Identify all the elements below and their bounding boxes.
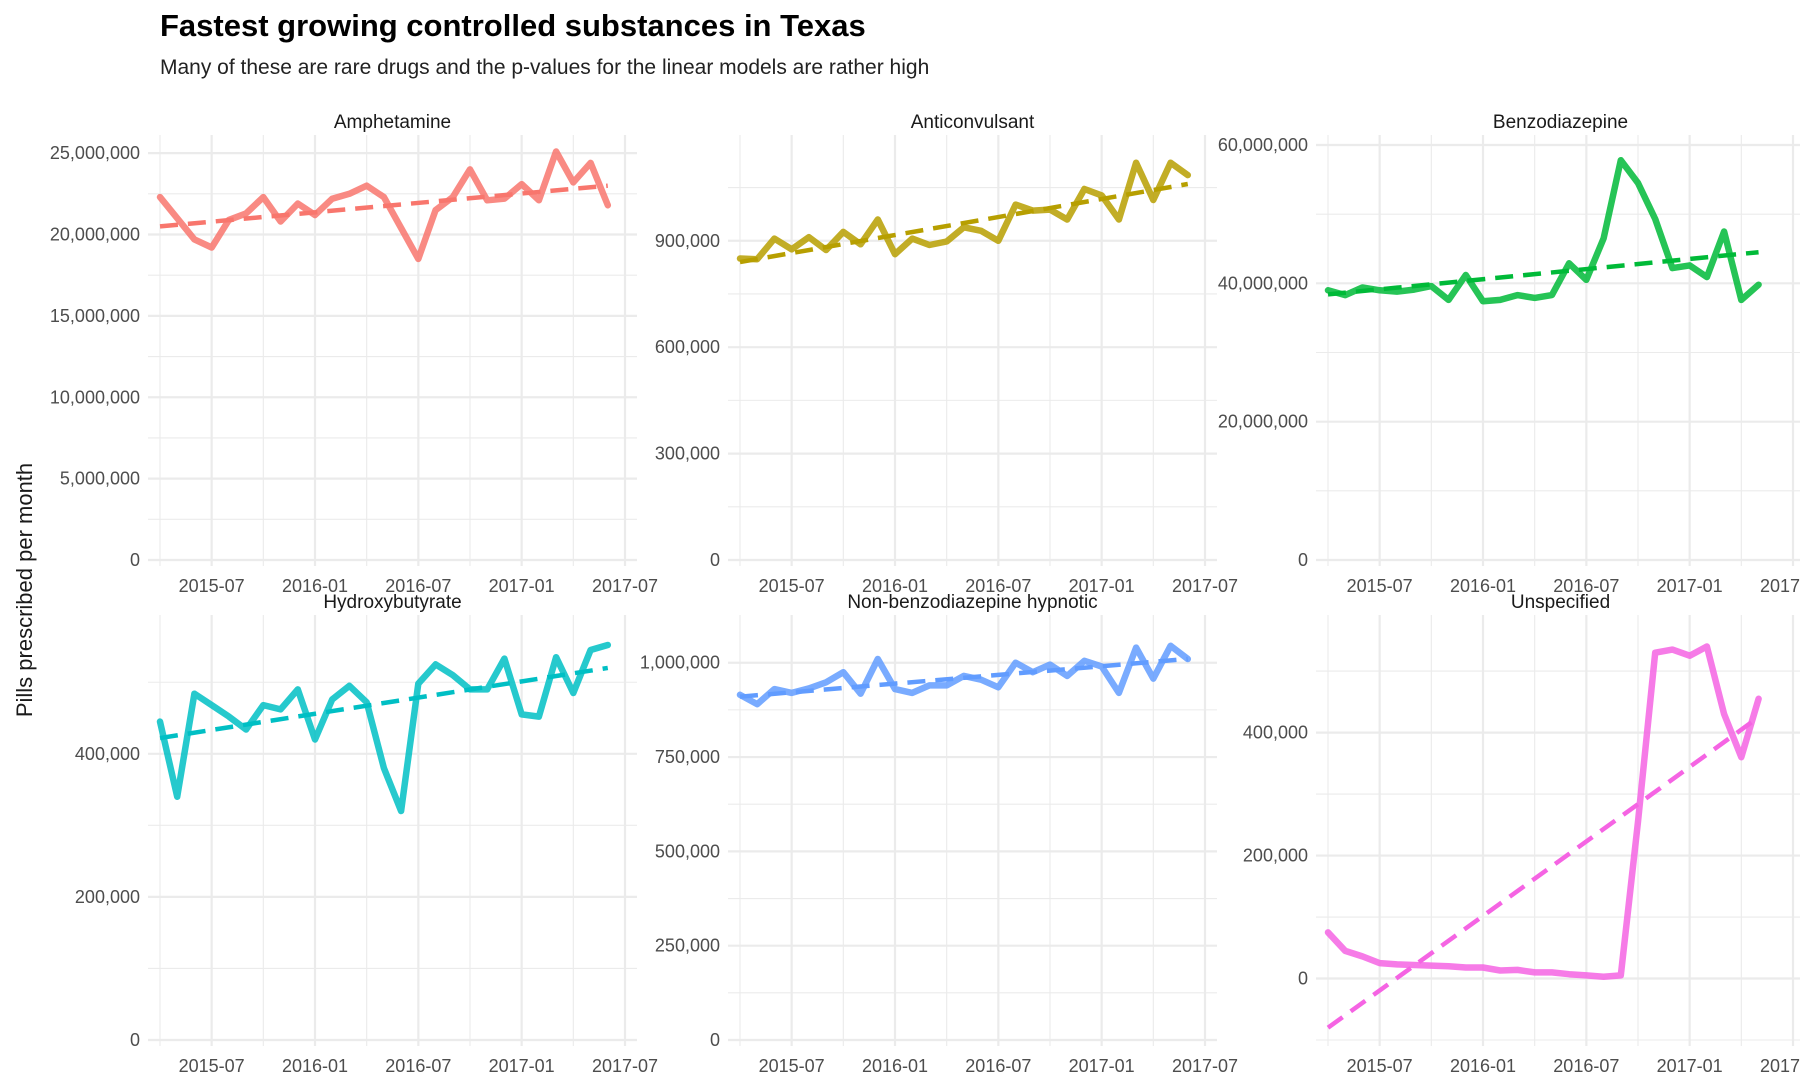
series-line — [156, 148, 612, 263]
trend-line — [159, 183, 608, 229]
x-tick-label: 2017-01 — [489, 1056, 555, 1076]
panel-title: Anticonvulsant — [911, 112, 1035, 133]
x-tick-label: 2016-01 — [862, 576, 928, 596]
x-tick-label: 2015-07 — [759, 1056, 825, 1076]
x-tick-label: 2016-07 — [965, 1056, 1031, 1076]
trend-line — [159, 665, 609, 741]
series-line — [1324, 156, 1762, 305]
panel-benzodiazepine: 0 20,000,000 40,000,000 60,000,000 Benzodiaz… — [1218, 112, 1800, 596]
panel-title: Unspecified — [1511, 592, 1610, 613]
series-line — [736, 159, 1192, 263]
trend-line — [739, 181, 1189, 265]
x-tick-label: 2017-07 — [592, 1056, 658, 1076]
y-axis-label: Pills prescribed per month — [12, 463, 37, 717]
panel-title: Benzodiazepine — [1493, 112, 1628, 133]
y-tick-label: 0 — [710, 550, 720, 570]
trend-line — [739, 656, 1188, 699]
x-tick-label: 2017-01 — [1069, 576, 1135, 596]
series-line — [156, 641, 612, 815]
x-tick-label: 2017-07 — [1760, 1056, 1800, 1076]
y-tick-label: 0 — [1298, 550, 1308, 570]
chart-title: Fastest growing controlled substances in… — [160, 8, 866, 43]
y-tick-label: 0 — [1298, 969, 1308, 989]
x-tick-label: 2016-01 — [862, 1056, 928, 1076]
y-tick-label: 20,000,000 — [50, 225, 140, 245]
y-tick-label: 300,000 — [655, 444, 720, 464]
y-tick-label: 200,000 — [1243, 846, 1308, 866]
y-tick-label: 1,000,000 — [640, 653, 720, 673]
x-tick-label: 2016-07 — [385, 1056, 451, 1076]
x-tick-label: 2016-07 — [1553, 576, 1619, 596]
y-tick-label: 400,000 — [1243, 723, 1308, 743]
panel-anticonvulsant: 0 300,000 600,000 900,000 Anticonvulsant 2015… — [655, 112, 1238, 596]
x-tick-label: 2017-01 — [1069, 1056, 1135, 1076]
x-tick-label: 2017-01 — [489, 576, 555, 596]
x-tick-label: 2017-01 — [1657, 1056, 1723, 1076]
y-tick-label: 500,000 — [655, 841, 720, 861]
panel-title: Non-benzodiazepine hypnotic — [847, 592, 1097, 613]
panel-unspecified: 0 200,000 400,000 Unspecified 2015-07 2016-01… — [1243, 592, 1800, 1076]
chart-subtitle: Many of these are rare drugs and the p-v… — [160, 56, 930, 79]
y-tick-label: 15,000,000 — [50, 306, 140, 326]
y-tick-label: 200,000 — [75, 887, 140, 907]
x-tick-label: 2016-01 — [1450, 576, 1516, 596]
trend-line — [1326, 715, 1760, 1030]
y-tick-label: 600,000 — [655, 337, 720, 357]
y-tick-label: 10,000,000 — [50, 387, 140, 407]
x-tick-label: 2017-07 — [1172, 1056, 1238, 1076]
panel-hydroxybutyrate: 0 200,000 400,000 Hydroxybutyrate 2015-07 201… — [75, 592, 658, 1076]
x-tick-label: 2016-07 — [385, 576, 451, 596]
x-tick-label: 2017-07 — [1172, 576, 1238, 596]
y-tick-label: 40,000,000 — [1218, 273, 1308, 293]
series-line — [736, 642, 1192, 708]
y-tick-label: 25,000,000 — [50, 143, 140, 163]
y-tick-label: 400,000 — [75, 744, 140, 764]
y-tick-label: 20,000,000 — [1218, 412, 1308, 432]
x-tick-label: 2016-01 — [1450, 1056, 1516, 1076]
panel-title: Amphetamine — [334, 112, 451, 133]
y-tick-label: 60,000,000 — [1218, 135, 1308, 155]
y-tick-label: 0 — [130, 550, 140, 570]
x-tick-label: 2015-07 — [1347, 576, 1413, 596]
x-tick-label: 2016-07 — [1553, 1056, 1619, 1076]
y-tick-label: 250,000 — [655, 936, 720, 956]
y-tick-label: 750,000 — [655, 747, 720, 767]
x-tick-label: 2016-01 — [282, 576, 348, 596]
x-tick-label: 2015-07 — [179, 1056, 245, 1076]
x-tick-label: 2017-07 — [592, 576, 658, 596]
x-tick-label: 2015-07 — [1347, 1056, 1413, 1076]
series-line — [1324, 643, 1762, 980]
y-tick-label: 5,000,000 — [60, 469, 140, 489]
trend-line — [1327, 249, 1759, 297]
x-tick-label: 2016-07 — [965, 576, 1031, 596]
x-tick-label: 2017-01 — [1657, 576, 1723, 596]
y-tick-label: 900,000 — [655, 231, 720, 251]
x-tick-label: 2015-07 — [179, 576, 245, 596]
panel-title: Hydroxybutyrate — [323, 592, 461, 613]
x-tick-label: 2016-01 — [282, 1056, 348, 1076]
panel-non-benzodiazepine-hypnotic: 0 250,000 500,000 750,000 1,000,000 Non-benzo… — [640, 592, 1238, 1076]
x-tick-label: 2017-07 — [1760, 576, 1800, 596]
x-tick-label: 2015-07 — [759, 576, 825, 596]
y-tick-label: 0 — [130, 1030, 140, 1050]
panel-amphetamine: 0 5,000,000 10,000,000 15,000,000 20,000,000… — [50, 112, 658, 596]
y-tick-label: 0 — [710, 1030, 720, 1050]
